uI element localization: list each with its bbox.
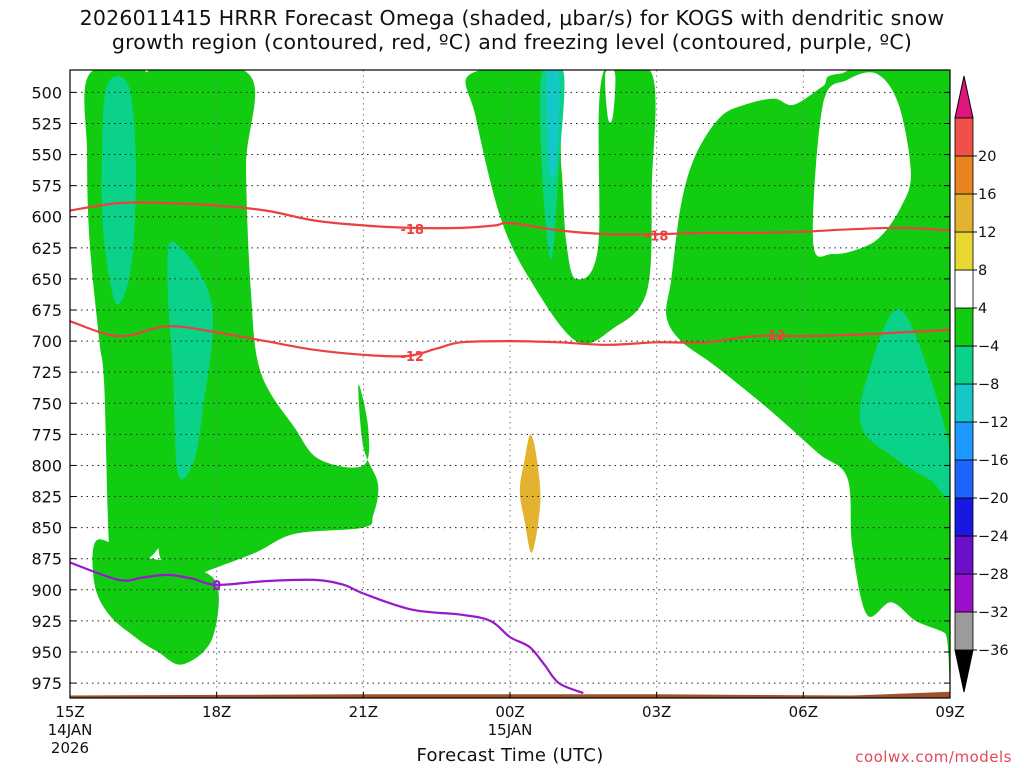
colorbar: −36 −32 −28 −24 −20 −16 −12 −8 −4 4 8 12 16 20 <box>954 75 1009 693</box>
colorbar-segment <box>954 535 974 575</box>
omega-region-b <box>138 70 379 584</box>
colorbar-tick-label: 12 <box>978 225 996 241</box>
colorbar-tick-label: −32 <box>978 605 1009 621</box>
colorbar-segment <box>954 307 974 347</box>
contour-labels: -18 -18 -12 -12 0 <box>212 223 786 594</box>
x-tick-sublabel: 15JAN <box>488 721 533 739</box>
omega-region-d <box>465 70 656 344</box>
y-tick-label: 775 <box>31 425 62 444</box>
x-tick-sublabel: 14JAN <box>48 721 93 739</box>
dendritic-contour-label: -18 <box>400 223 424 238</box>
y-tick-label: 600 <box>31 208 62 227</box>
y-tick-label: 700 <box>31 332 62 351</box>
omega-region-j <box>546 70 560 179</box>
x-tick-label: 21Z <box>349 703 378 721</box>
colorbar-tick-label: 16 <box>978 187 996 203</box>
omega-region-m <box>397 204 467 377</box>
x-tick-label: 09Z <box>935 703 964 721</box>
dendritic-contour-line <box>70 201 950 236</box>
y-tick-label: 825 <box>31 488 62 507</box>
colorbar-segment <box>954 497 974 537</box>
y-tick-label: 900 <box>31 581 62 600</box>
colorbar-under-triangle <box>954 649 974 693</box>
x-tick-label: 00Z <box>495 703 524 721</box>
dendritic-contour-label: -12 <box>400 350 424 365</box>
colorbar-segment <box>954 193 974 233</box>
omega-region-o <box>519 434 541 553</box>
axes: 500 525 550 575 600 625 650 675 700 725 750 775 800 8… <box>31 83 964 757</box>
x-tick-label: 03Z <box>642 703 671 721</box>
omega-region-k <box>318 70 335 143</box>
colorbar-tick-label: −4 <box>978 339 999 355</box>
gridlines <box>70 70 950 698</box>
omega-shading <box>84 70 950 685</box>
y-tick-label: 850 <box>31 519 62 538</box>
freezing-level-contour-label: 0 <box>212 579 221 594</box>
colorbar-segment <box>954 117 974 157</box>
omega-region-hole <box>812 72 911 257</box>
colorbar-segment <box>954 573 974 613</box>
y-tick-label: 525 <box>31 114 62 133</box>
dendritic-contour-label: -18 <box>645 229 669 244</box>
x-tick-sublabel: 2026 <box>51 739 89 757</box>
colorbar-tick-label: 20 <box>978 149 996 165</box>
colorbar-over-triangle <box>954 75 974 119</box>
colorbar-tick-label: −36 <box>978 643 1009 659</box>
y-tick-label: 725 <box>31 363 62 382</box>
colorbar-segment <box>954 269 974 309</box>
y-tick-label: 975 <box>31 674 62 693</box>
y-tick-label: 925 <box>31 612 62 631</box>
colorbar-tick-label: −8 <box>978 377 999 393</box>
x-tick-label: 06Z <box>789 703 818 721</box>
y-tick-label: 875 <box>31 550 62 569</box>
y-tick-label: 750 <box>31 394 62 413</box>
x-tick-label: 18Z <box>202 703 231 721</box>
y-tick-label: 650 <box>31 270 62 289</box>
colorbar-tick-label: −12 <box>978 415 1009 431</box>
colorbar-tick-label: 8 <box>978 263 987 279</box>
colorbar-tick-label: 4 <box>978 301 987 317</box>
colorbar-tick-label: −16 <box>978 453 1009 469</box>
dendritic-contour-line <box>70 320 950 358</box>
colorbar-segment <box>954 421 974 461</box>
colorbar-segment <box>954 459 974 499</box>
colorbar-tick-label: −28 <box>978 567 1009 583</box>
freezing-level-contour-line <box>70 561 584 695</box>
colorbar-segment <box>954 155 974 195</box>
colorbar-segment <box>954 383 974 423</box>
chart-title-line-1: 2026011415 HRRR Forecast Omega (shaded, … <box>79 6 945 30</box>
y-tick-label: 625 <box>31 239 62 258</box>
y-tick-label: 500 <box>31 83 62 102</box>
colorbar-segment <box>954 345 974 385</box>
chart-title-line-2: growth region (contoured, red, ºC) and f… <box>111 30 913 54</box>
colorbar-segment <box>954 611 974 651</box>
watermark: coolwx.com/models <box>855 748 1012 766</box>
colorbar-tick-label: −20 <box>978 491 1009 507</box>
dendritic-contour-label: -12 <box>762 329 786 344</box>
y-tick-label: 950 <box>31 643 62 662</box>
omega-region-f <box>101 76 137 305</box>
x-axis-title: Forecast Time (UTC) <box>416 745 604 766</box>
omega-region-i <box>859 309 950 499</box>
omega-region-g <box>167 241 214 480</box>
x-tick-label: 15Z <box>55 703 84 721</box>
y-tick-label: 575 <box>31 177 62 196</box>
omega-region-c <box>92 539 219 665</box>
omega-region-l <box>605 70 616 123</box>
contour-lines <box>70 201 950 695</box>
colorbar-segment <box>954 231 974 271</box>
y-tick-label: 550 <box>31 146 62 165</box>
y-tick-label: 675 <box>31 301 62 320</box>
colorbar-tick-label: −24 <box>978 529 1009 545</box>
y-tick-label: 800 <box>31 456 62 475</box>
